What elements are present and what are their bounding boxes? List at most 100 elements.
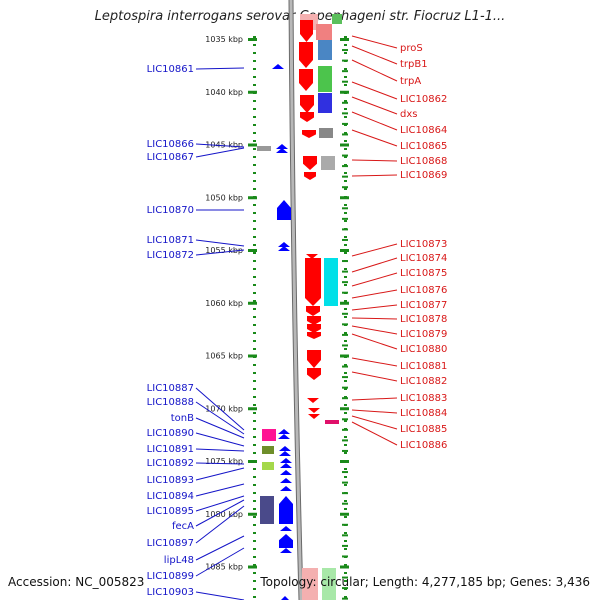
kbp-tick-right <box>340 38 349 41</box>
right-leader-line <box>351 421 398 446</box>
kbp-tick-right <box>340 407 349 411</box>
forward-gene-arrow <box>304 172 316 180</box>
left-leader-line <box>195 387 245 431</box>
kbp-tick-right <box>340 565 349 569</box>
right-leader-line <box>351 59 398 82</box>
reverse-gene-arrow <box>276 144 288 149</box>
left-leader-line <box>195 483 245 497</box>
left-gene-label: LIC10890 <box>147 428 194 439</box>
kbp-tick-label: 1040 kbp <box>205 88 243 97</box>
reverse-gene-arrow <box>280 486 292 491</box>
kbp-tick-label: 1055 kbp <box>205 246 243 255</box>
forward-gene-arrow <box>308 414 320 419</box>
reverse-gene-arrow <box>278 246 290 251</box>
left-leader-line <box>195 417 245 439</box>
reverse-gene-arrow <box>280 478 292 483</box>
kbp-tick <box>248 38 257 41</box>
left-gene-label: LIC10861 <box>147 64 194 75</box>
kbp-tick-right <box>340 196 349 200</box>
left-leader-line <box>195 239 245 247</box>
right-gene-label: LIC10885 <box>400 424 447 435</box>
right-leader-line <box>351 333 398 350</box>
right-gene-label: LIC10869 <box>400 170 447 181</box>
forward-gene-arrow <box>306 306 320 316</box>
left-gene-label: LIC10903 <box>147 587 194 598</box>
kbp-tick-label: 1060 kbp <box>205 299 243 308</box>
right-gene-labels: proS trpB1 trpA LIC10862 dxs LIC10864 LIC10865… <box>351 35 447 451</box>
right-gene-label: LIC10879 <box>400 329 447 340</box>
kbp-tick-right <box>340 90 349 94</box>
right-leader-line <box>351 272 398 287</box>
left-leader-line <box>195 499 245 527</box>
left-gene-label: LIC10895 <box>147 506 194 517</box>
right-gene-label: LIC10880 <box>400 344 447 355</box>
kbp-tick-right <box>340 354 349 358</box>
reverse-gene-arrow <box>279 534 293 548</box>
right-leader-line <box>351 35 398 49</box>
kbp-tick-right <box>340 460 349 463</box>
kbp-tick-right <box>340 301 349 305</box>
kbp-tick-right <box>340 249 349 252</box>
gene-feature <box>302 568 318 600</box>
reverse-gene-arrow <box>272 64 284 69</box>
kbp-tick-label: 1035 kbp <box>205 35 243 44</box>
left-leader-line <box>195 249 245 256</box>
left-gene-label: LIC10887 <box>147 383 194 394</box>
kbp-tick <box>248 565 257 569</box>
gene-feature <box>325 420 339 424</box>
left-gene-labels: LIC10861 LIC10866 LIC10867 LIC10870 LIC10871… <box>147 64 245 600</box>
left-leader-line <box>195 495 245 512</box>
right-gene-label: LIC10864 <box>400 125 447 136</box>
left-leader-line <box>195 401 245 435</box>
left-leader-line <box>195 147 245 158</box>
left-leader-line <box>195 67 245 70</box>
right-gene-label: LIC10881 <box>400 361 447 372</box>
gene-feature <box>318 40 332 60</box>
gene-feature <box>262 462 274 470</box>
right-gene-label: proS <box>400 43 423 54</box>
right-leader-line <box>351 81 398 100</box>
gene-feature <box>262 446 274 454</box>
gene-feature <box>332 14 342 24</box>
reverse-gene-arrow <box>280 470 292 475</box>
right-leader-line <box>351 289 398 299</box>
kbp-tick <box>248 196 257 200</box>
right-leader-line <box>351 409 398 414</box>
right-leader-line <box>351 371 398 382</box>
left-gene-label: LIC10871 <box>147 235 194 246</box>
left-gene-label: LIC10891 <box>147 444 194 455</box>
left-gene-label: LIC10888 <box>147 397 194 408</box>
right-gene-label: LIC10865 <box>400 141 447 152</box>
gene-feature <box>260 496 274 524</box>
right-leader-line <box>351 257 398 273</box>
left-gene-label: LIC10893 <box>147 475 194 486</box>
right-leader-line <box>351 174 398 177</box>
forward-gene-arrow <box>307 316 321 325</box>
right-gene-label: LIC10878 <box>400 314 447 325</box>
reverse-gene-arrow <box>280 458 292 463</box>
right-gene-label: trpA <box>400 76 421 87</box>
right-gene-label: LIC10877 <box>400 300 447 311</box>
kbp-tick <box>248 90 257 94</box>
kbp-tick <box>248 460 257 463</box>
gene-feature <box>319 128 333 138</box>
right-gene-label: LIC10873 <box>400 239 447 250</box>
reverse-gene-arrow <box>281 596 289 600</box>
kbp-tick <box>248 301 257 305</box>
reverse-gene-arrow <box>279 451 291 456</box>
right-gene-label: LIC10882 <box>400 376 447 387</box>
reverse-gene-arrow <box>278 242 290 247</box>
right-leader-line <box>351 129 398 147</box>
gene-feature <box>316 24 332 40</box>
kbp-tick-right <box>340 143 349 147</box>
kbp-tick-label: 1080 kbp <box>205 510 243 519</box>
left-gene-label: LIC10867 <box>147 152 194 163</box>
reverse-gene-arrow <box>278 434 290 439</box>
kbp-tick <box>248 249 257 252</box>
forward-gene-arrow <box>307 398 319 403</box>
forward-gene-arrow <box>307 368 321 380</box>
right-leader-line <box>351 243 398 257</box>
forward-gene-arrow <box>300 112 314 122</box>
left-leader-line <box>195 462 245 465</box>
